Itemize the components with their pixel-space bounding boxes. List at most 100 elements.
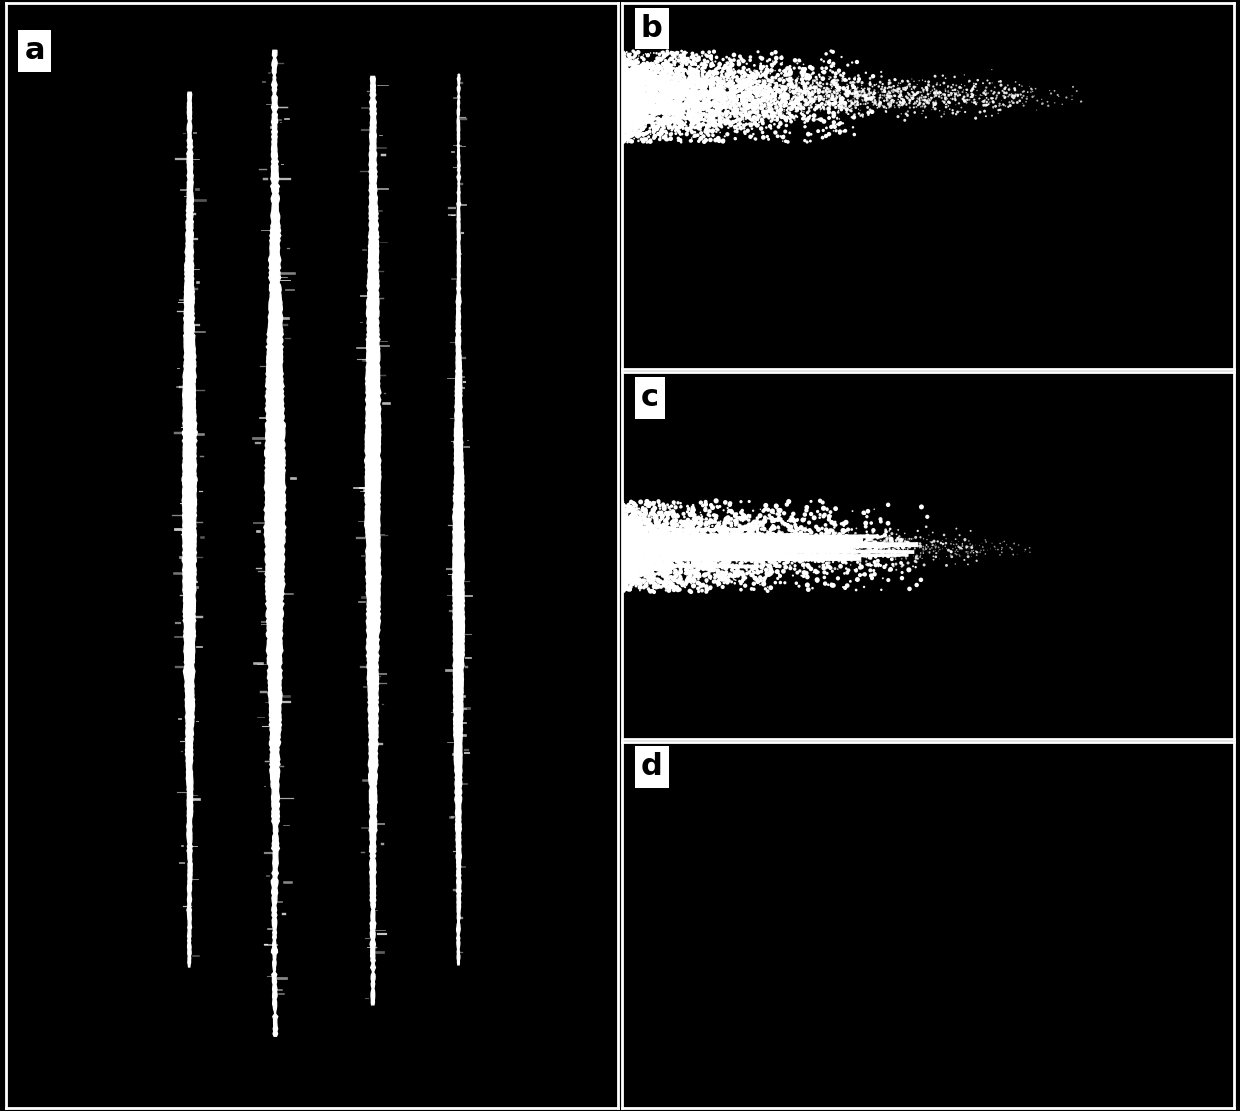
Point bbox=[615, 87, 635, 104]
Point bbox=[668, 129, 688, 147]
Point bbox=[666, 522, 686, 540]
Point bbox=[613, 520, 632, 538]
Point bbox=[613, 59, 632, 77]
Point bbox=[745, 99, 765, 117]
Point bbox=[616, 86, 636, 103]
Point bbox=[681, 549, 701, 567]
Point bbox=[637, 549, 657, 567]
Point bbox=[619, 557, 639, 574]
Point bbox=[676, 76, 696, 93]
Point bbox=[625, 554, 645, 572]
Point bbox=[854, 546, 874, 563]
Point bbox=[647, 71, 667, 89]
Point bbox=[846, 83, 866, 101]
Point bbox=[625, 122, 645, 140]
Point bbox=[697, 571, 717, 589]
Point bbox=[620, 89, 640, 107]
Point bbox=[847, 80, 867, 98]
Point bbox=[653, 80, 673, 98]
Point bbox=[817, 544, 837, 562]
Point bbox=[760, 528, 780, 546]
Point bbox=[626, 537, 646, 554]
Point bbox=[691, 106, 711, 123]
Point bbox=[707, 120, 727, 138]
Point bbox=[735, 569, 755, 587]
Point bbox=[634, 551, 653, 569]
Point bbox=[688, 528, 708, 546]
Point bbox=[624, 494, 644, 512]
Point bbox=[715, 554, 735, 572]
Point bbox=[792, 540, 812, 558]
Point bbox=[831, 536, 851, 553]
Point bbox=[614, 538, 634, 556]
Point bbox=[663, 512, 683, 530]
Point bbox=[830, 537, 849, 554]
Point bbox=[619, 78, 639, 96]
Point bbox=[658, 548, 678, 565]
Point bbox=[719, 502, 739, 520]
Point bbox=[663, 539, 683, 557]
Point bbox=[846, 531, 866, 549]
Point bbox=[627, 110, 647, 128]
Point bbox=[634, 64, 653, 82]
Point bbox=[618, 568, 637, 585]
Point bbox=[616, 67, 636, 84]
Point bbox=[1003, 89, 1023, 107]
Point bbox=[782, 543, 802, 561]
Point bbox=[673, 96, 693, 113]
Point bbox=[663, 542, 683, 560]
Point bbox=[758, 83, 777, 101]
Point bbox=[738, 539, 758, 557]
Point bbox=[893, 539, 913, 557]
Point bbox=[673, 63, 693, 81]
Point bbox=[642, 57, 662, 74]
Point bbox=[632, 109, 652, 127]
Point bbox=[799, 102, 818, 120]
Point bbox=[652, 520, 672, 538]
Point bbox=[681, 97, 701, 114]
Point bbox=[670, 86, 689, 103]
Point bbox=[645, 524, 665, 542]
Point bbox=[744, 99, 764, 117]
Point bbox=[615, 60, 635, 78]
Point bbox=[698, 94, 718, 112]
Point bbox=[665, 72, 684, 90]
Point bbox=[765, 539, 785, 557]
Point bbox=[677, 534, 697, 552]
Point bbox=[689, 90, 709, 108]
Point bbox=[826, 78, 846, 96]
Point bbox=[625, 528, 645, 546]
Point bbox=[796, 67, 816, 84]
Point bbox=[668, 79, 688, 97]
Point bbox=[622, 54, 642, 72]
Point bbox=[624, 79, 644, 97]
Point bbox=[642, 539, 662, 557]
Point bbox=[689, 79, 709, 97]
Point bbox=[909, 93, 929, 111]
Point bbox=[622, 70, 642, 88]
Point bbox=[740, 63, 760, 81]
Point bbox=[787, 80, 807, 98]
Point bbox=[644, 560, 663, 578]
Point bbox=[857, 549, 877, 567]
Point bbox=[689, 556, 709, 573]
Point bbox=[657, 76, 677, 93]
Point bbox=[743, 543, 763, 561]
Point bbox=[711, 90, 730, 108]
Point bbox=[711, 111, 730, 129]
Point bbox=[615, 103, 635, 121]
Point bbox=[627, 98, 647, 116]
Point bbox=[641, 519, 661, 537]
Point bbox=[649, 513, 668, 531]
Point bbox=[635, 102, 655, 120]
Point bbox=[892, 533, 911, 551]
Point bbox=[815, 90, 835, 108]
Point bbox=[624, 66, 644, 83]
Point bbox=[620, 548, 640, 565]
Point bbox=[795, 79, 815, 97]
Point bbox=[694, 80, 714, 98]
Point bbox=[636, 112, 656, 130]
Point bbox=[760, 102, 780, 120]
Point bbox=[709, 54, 729, 72]
Point bbox=[709, 567, 729, 584]
